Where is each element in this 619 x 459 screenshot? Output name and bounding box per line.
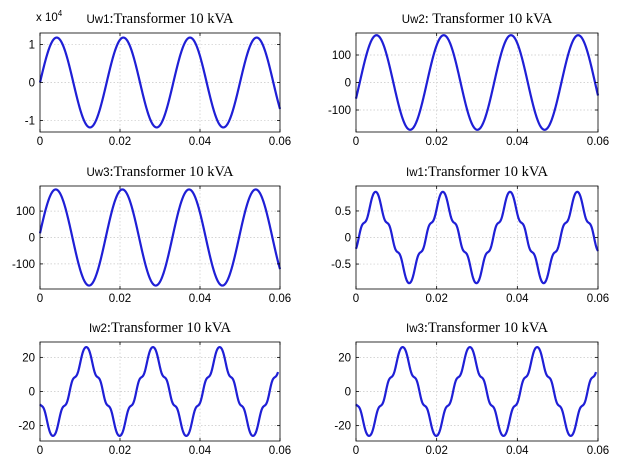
subplot-title: Uw3:Transformer 10 kVA (86, 164, 234, 180)
title-prefix: Iw1 (406, 167, 424, 179)
waveform-line (354, 34, 600, 131)
x-tick-label: 0.02 (109, 293, 131, 305)
x-tick-label: 0.02 (109, 445, 131, 457)
x-tick-label: 0 (353, 136, 359, 148)
waveform-line (354, 190, 599, 285)
waveform-line (38, 188, 282, 287)
title-prefix: Uw2 (402, 14, 425, 26)
subplot-4: 0 0.02 0.04 0.06 -0.5 0 0.5 Iw1:Transformer 10 … (331, 164, 609, 305)
x-tick-label: 0 (37, 136, 43, 148)
exponent-base: x 10 (36, 12, 58, 24)
title-text: :Transformer 10 kVA (424, 164, 549, 180)
title-prefix: Iw2 (89, 323, 107, 335)
title-text: :Transformer 10 kVA (109, 164, 234, 180)
waveform-line (39, 346, 280, 437)
y-tick-label: 20 (22, 352, 35, 364)
x-tick-label: 0.02 (109, 136, 131, 148)
title-text: :Transformer 10 kVA (107, 320, 232, 336)
x-tick-label: 0.06 (587, 293, 609, 305)
y-tick-label: -20 (18, 421, 35, 433)
x-tick-label: 0.06 (269, 445, 291, 457)
title-prefix: Iw3 (406, 323, 424, 335)
x-tick-label: 0.04 (189, 445, 212, 457)
x-tick-label: 0.04 (506, 445, 529, 457)
plot-area (356, 186, 598, 289)
y-tick-label: -1 (25, 116, 35, 128)
subplot-2: 0 0.02 0.04 0.06 -100 0 100 Uw2: Transformer 10… (328, 11, 609, 148)
x-tick-label: 0.04 (506, 136, 529, 148)
y-tick-label: 0 (345, 78, 351, 90)
y-tick-label: -20 (334, 421, 351, 433)
x-tick-label: 0.06 (587, 445, 609, 457)
plot-area (356, 33, 598, 132)
title-text: :Transformer 10 kVA (109, 11, 234, 27)
title-text: :Transformer 10 kVA (424, 320, 549, 336)
y-tick-label: 0 (29, 233, 35, 245)
y-tick-label: 100 (16, 206, 35, 218)
subplot-title: Uw1:Transformer 10 kVA (86, 11, 234, 27)
plot-area (356, 342, 598, 441)
title-text: : Transformer 10 kVA (425, 11, 553, 27)
x-tick-label: 0.06 (587, 136, 609, 148)
y-tick-label: 1 (29, 39, 35, 51)
x-tick-label: 0.02 (425, 293, 447, 305)
x-tick-label: 0 (37, 445, 43, 457)
subplot-title: Iw2:Transformer 10 kVA (89, 320, 231, 336)
x-tick-label: 0.04 (506, 293, 529, 305)
y-tick-label: -100 (12, 259, 35, 271)
exponent-label: x 104 (36, 9, 63, 24)
y-tick-label: -0.5 (331, 259, 351, 271)
subplot-title: Iw1:Transformer 10 kVA (406, 164, 548, 180)
title-prefix: Uw3 (86, 167, 109, 179)
y-tick-label: 0 (345, 387, 351, 399)
y-tick-label: 100 (332, 50, 351, 62)
y-tick-label: 0 (29, 78, 35, 90)
x-tick-label: 0.04 (189, 136, 212, 148)
y-tick-label: 0 (29, 387, 35, 399)
x-tick-label: 0 (353, 445, 359, 457)
waveform-line (38, 36, 282, 129)
y-tick-label: -100 (328, 105, 351, 117)
x-tick-label: 0.06 (269, 136, 291, 148)
waveform-line (355, 346, 598, 437)
x-tick-label: 0.02 (425, 136, 447, 148)
exponent-power: 4 (58, 9, 63, 18)
y-tick-label: 20 (338, 352, 351, 364)
y-tick-label: 0.5 (335, 206, 351, 218)
x-tick-label: 0.02 (425, 445, 447, 457)
x-tick-label: 0.04 (189, 293, 212, 305)
x-tick-label: 0 (353, 293, 359, 305)
title-prefix: Uw1 (86, 14, 109, 26)
x-tick-label: 0 (37, 293, 43, 305)
y-tick-label: 0 (345, 233, 351, 245)
subplot-title: Iw3:Transformer 10 kVA (406, 320, 548, 336)
subplot-3: 0 0.02 0.04 0.06 -100 0 100 Uw3:Transformer 10 … (12, 164, 291, 305)
subplot-title: Uw2: Transformer 10 kVA (402, 11, 553, 27)
x-tick-label: 0.06 (269, 293, 291, 305)
